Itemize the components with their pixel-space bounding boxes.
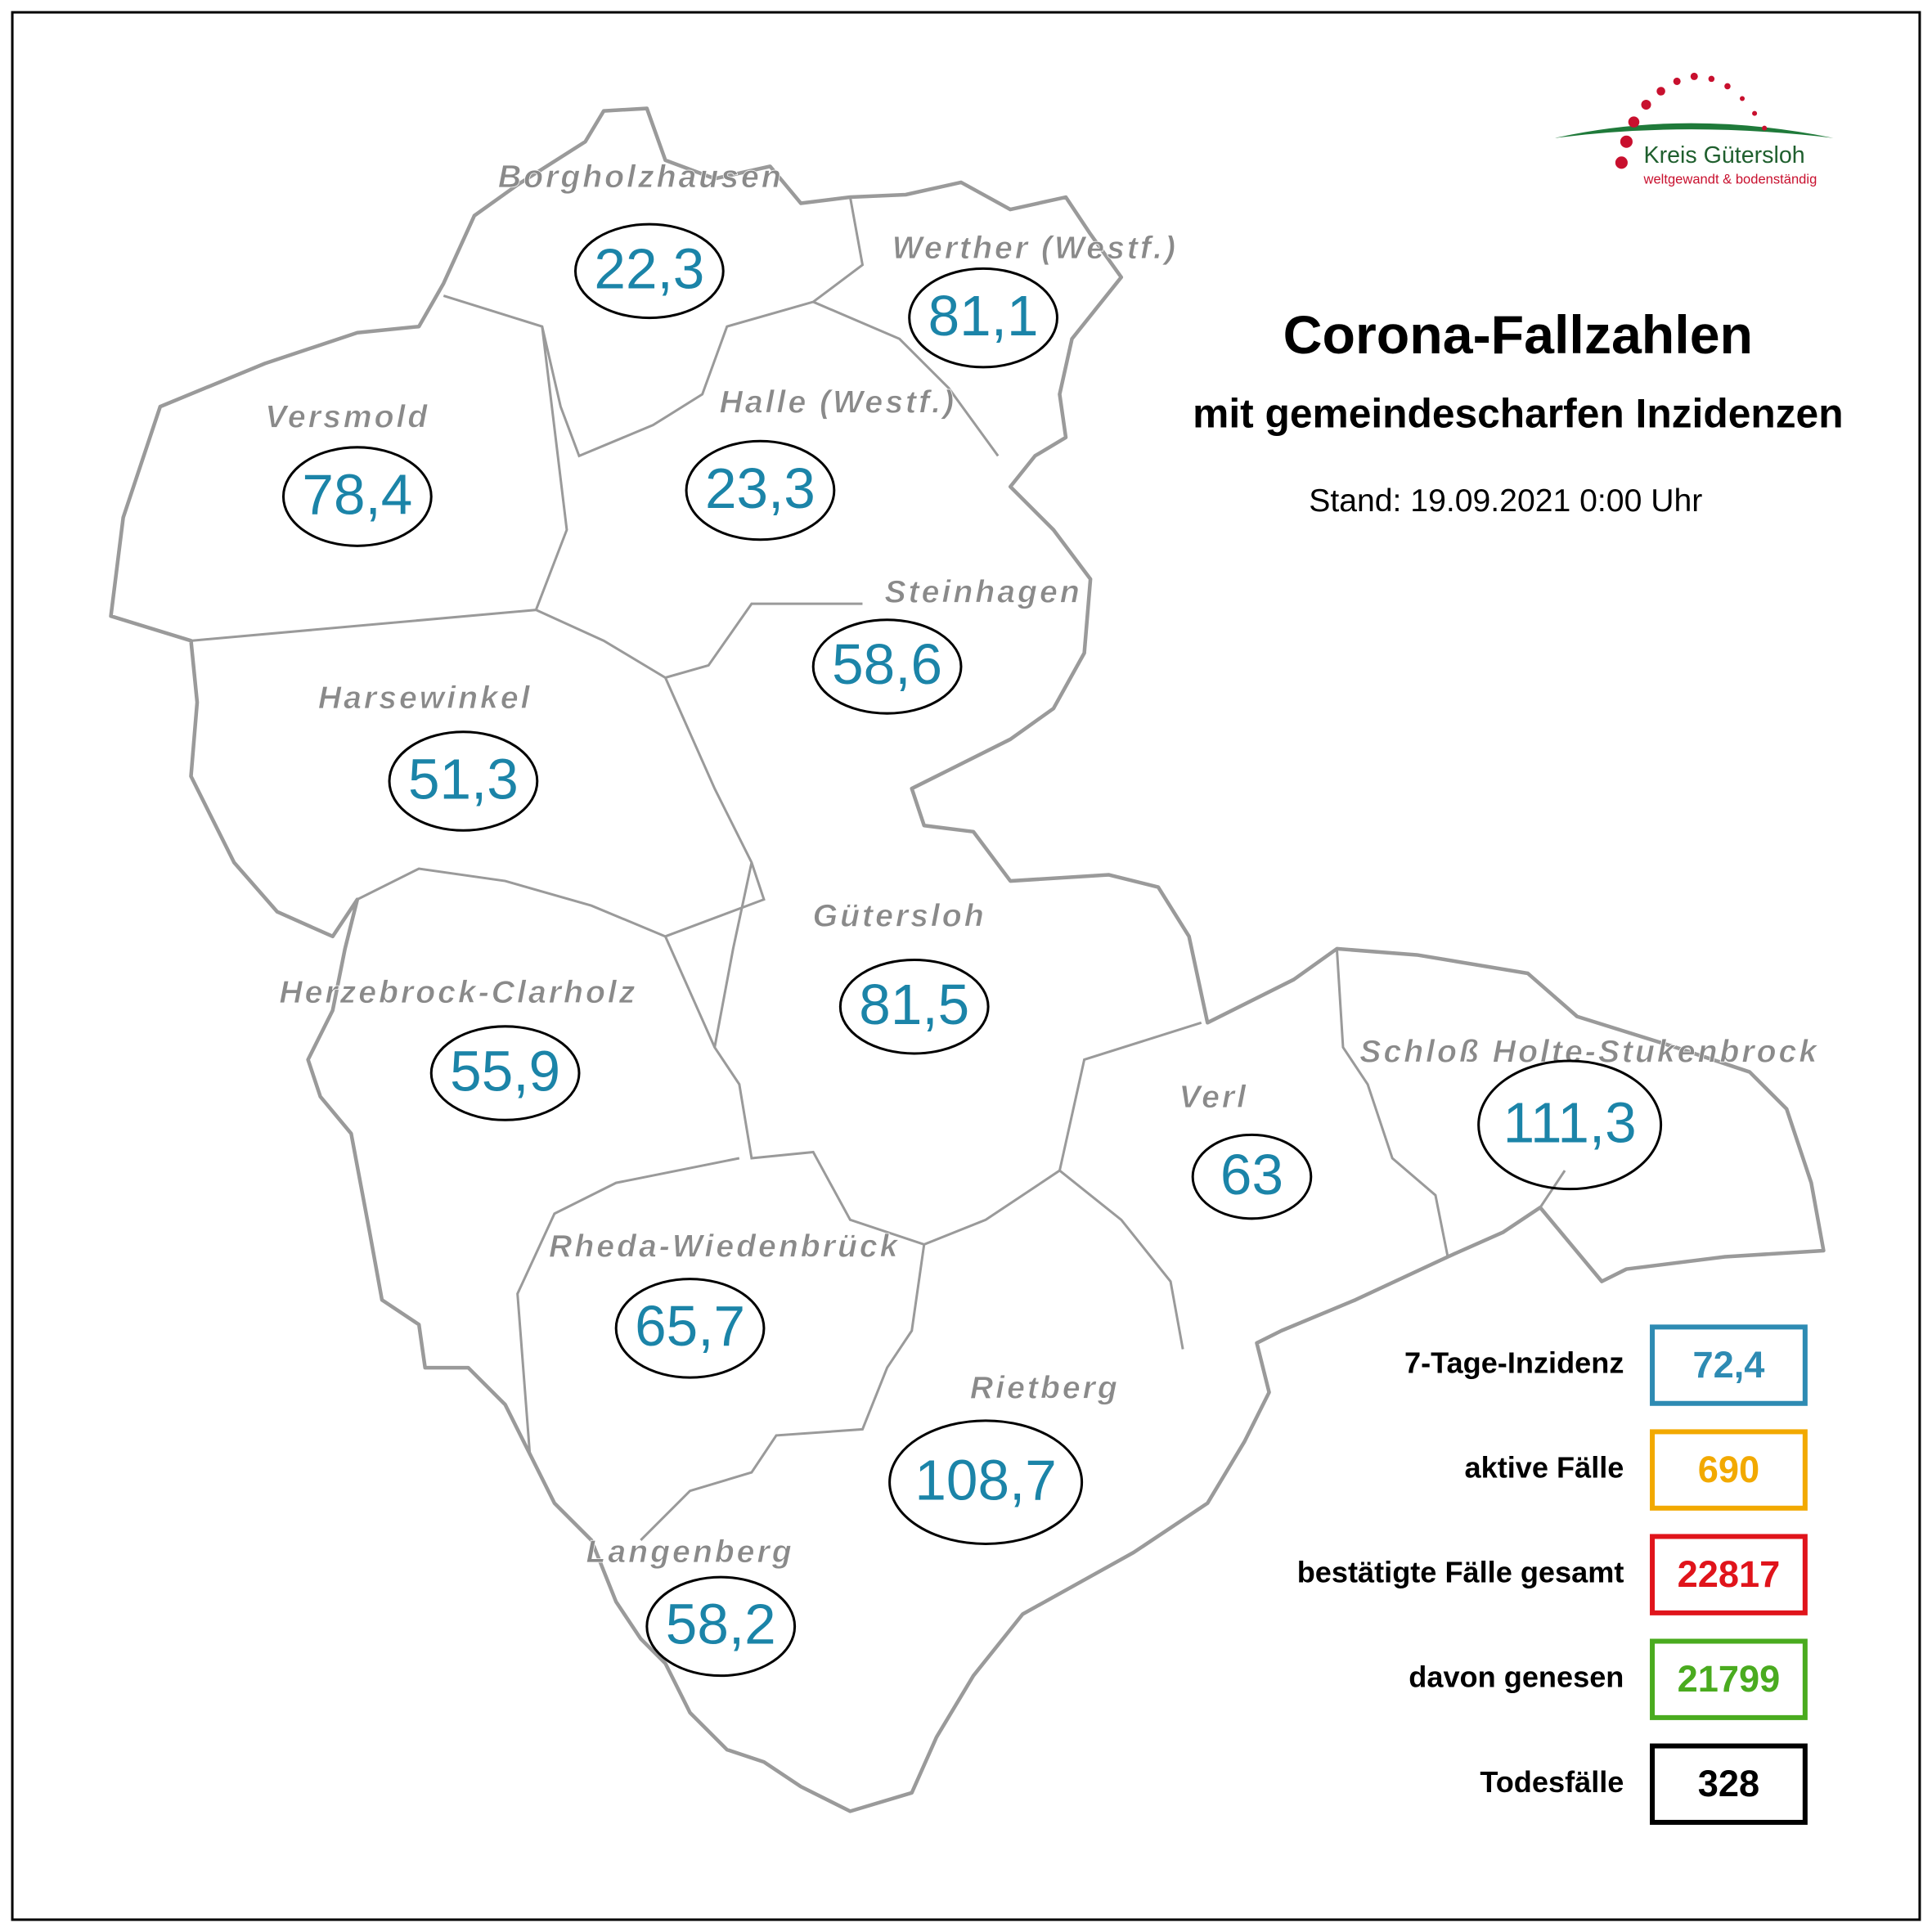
incidence-value: 55,9 bbox=[450, 1039, 560, 1103]
municipality-name: Herzebrock-Clarholz bbox=[279, 975, 637, 1010]
incidence-value: 58,6 bbox=[832, 632, 942, 696]
incidence-value: 23,3 bbox=[705, 456, 815, 520]
legend-value: 328 bbox=[1698, 1763, 1759, 1804]
incidence-value: 58,2 bbox=[666, 1593, 776, 1656]
municipality-name: Halle (Westf.) bbox=[720, 384, 956, 420]
boundary bbox=[191, 196, 1566, 1542]
district-outline bbox=[109, 106, 1826, 1813]
value-ellipse bbox=[888, 1419, 1084, 1545]
legend-box bbox=[1650, 1534, 1808, 1615]
title: Corona-Fallzahlen bbox=[1283, 305, 1753, 366]
logo-slogan: weltgewandt & bodenständig bbox=[1643, 171, 1817, 186]
legend-label: Todesfälle bbox=[1480, 1765, 1624, 1799]
municipality-name: Schloß Holte-Stukenbrock bbox=[1359, 1034, 1819, 1069]
value-ellipse bbox=[614, 1278, 766, 1379]
legend: 7-Tage-Inzidenz 72,4 aktive Fälle 690 bestät… bbox=[1297, 1324, 1808, 1825]
municipality-name: Verl bbox=[1179, 1080, 1248, 1115]
municipality-name: Langenberg bbox=[586, 1534, 793, 1570]
value-ellipse bbox=[429, 1025, 581, 1121]
incidence-value: 111,3 bbox=[1503, 1091, 1637, 1155]
legend-label: aktive Fälle bbox=[1465, 1451, 1624, 1485]
legend-value: 21799 bbox=[1678, 1658, 1781, 1700]
logo: Kreis Gütersloh weltgewandt & bodenständ… bbox=[1555, 72, 1834, 186]
legend-value: 72,4 bbox=[1692, 1344, 1764, 1386]
value-ellipse bbox=[1477, 1059, 1663, 1191]
logo-dots bbox=[1615, 72, 1768, 169]
municipality-name: Versmold bbox=[265, 400, 429, 435]
legend-box bbox=[1650, 1638, 1808, 1720]
value-ellipse bbox=[281, 446, 433, 547]
value-ellipse bbox=[838, 958, 990, 1055]
incidence-value: 81,1 bbox=[928, 284, 1039, 348]
municipality-name: Harsewinkel bbox=[318, 681, 532, 716]
municipality-name: Borgholzhausen bbox=[498, 160, 784, 195]
value-ellipse bbox=[685, 439, 836, 541]
legend-box bbox=[1650, 1429, 1808, 1511]
frame bbox=[11, 11, 1921, 1921]
municipality-name: Rietberg bbox=[970, 1371, 1120, 1406]
incidence-value: 65,7 bbox=[635, 1294, 745, 1358]
incidence-value: 81,5 bbox=[859, 973, 969, 1036]
legend-value: 690 bbox=[1698, 1449, 1759, 1490]
legend-box bbox=[1650, 1324, 1808, 1406]
map bbox=[109, 106, 1826, 1813]
incidence-value: 108,7 bbox=[914, 1448, 1056, 1512]
value-ellipse bbox=[811, 618, 963, 715]
incidence-value: 78,4 bbox=[302, 462, 412, 526]
subtitle: mit gemeindescharfen Inzidenzen bbox=[1193, 390, 1843, 436]
logo-swoosh bbox=[1555, 123, 1834, 138]
municipality-labels: Borgholzhausen 22,3 Werther (Westf.) 81,1 Ve… bbox=[265, 159, 1819, 1678]
legend-label: davon genesen bbox=[1409, 1660, 1624, 1694]
logo-name: Kreis Gütersloh bbox=[1644, 142, 1805, 168]
municipality-name: Werther (Westf.) bbox=[892, 231, 1178, 266]
stand: Stand: 19.09.2021 0:00 Uhr bbox=[1309, 483, 1702, 519]
value-ellipse bbox=[1191, 1133, 1313, 1220]
value-ellipse bbox=[573, 222, 725, 320]
incidence-value: 63 bbox=[1220, 1143, 1283, 1206]
municipality-name: Steinhagen bbox=[885, 574, 1082, 609]
legend-label: bestätigte Fälle gesamt bbox=[1297, 1556, 1624, 1589]
municipality-name: Rheda-Wiedenbrück bbox=[549, 1229, 900, 1264]
value-ellipse bbox=[645, 1575, 797, 1678]
municipality-name: Gütersloh bbox=[813, 899, 986, 934]
incidence-value: 22,3 bbox=[594, 237, 704, 301]
legend-box bbox=[1650, 1743, 1808, 1825]
legend-value: 22817 bbox=[1678, 1553, 1781, 1595]
value-ellipse bbox=[388, 730, 539, 832]
incidence-value: 51,3 bbox=[408, 747, 519, 811]
value-ellipse bbox=[908, 267, 1058, 369]
legend-label: 7-Tage-Inzidenz bbox=[1404, 1346, 1624, 1380]
